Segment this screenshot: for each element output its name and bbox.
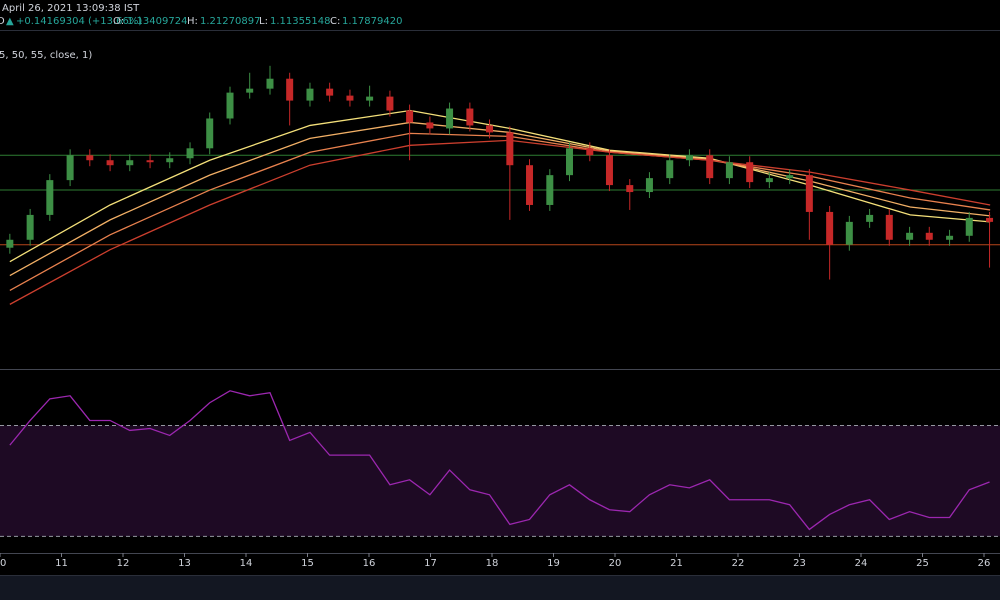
candle-body [666, 160, 674, 179]
candle-body [746, 162, 754, 183]
x-tick-label: 11 [55, 558, 68, 569]
candle-body [526, 165, 534, 205]
ohlc-value: 1.21270897 [200, 16, 260, 27]
candle-body [206, 118, 214, 149]
x-tick-label: 23 [793, 558, 806, 569]
x-tick-label: 12 [117, 558, 130, 569]
candle-body [605, 155, 613, 186]
candle-body [765, 178, 773, 183]
candle-body [186, 148, 194, 159]
candle-body [986, 217, 994, 222]
candle-body [786, 175, 794, 179]
ohlc-label: O: [113, 16, 124, 27]
candle-body [866, 214, 874, 222]
candle-body [546, 175, 554, 205]
bottom-bar [0, 575, 1000, 600]
candle-body [86, 155, 94, 161]
candle-body [246, 88, 254, 93]
x-tick-label: 20 [609, 558, 622, 569]
ohlc-value: 1.13409724 [127, 16, 187, 27]
candle-body [725, 162, 733, 179]
candle-body [366, 96, 374, 101]
header-time: April 26, 2021 13:09:38 IST [2, 3, 140, 14]
candle-body [565, 148, 573, 176]
candle-body [446, 108, 454, 129]
candle-body [706, 155, 714, 179]
ohlc-label: L: [259, 16, 268, 27]
ma-line [9, 121, 991, 277]
rsi-line [9, 390, 990, 531]
x-tick-label: 18 [486, 558, 499, 569]
x-tick-label: 10 [0, 558, 6, 569]
candle-body [146, 160, 154, 163]
candle-body [306, 88, 314, 101]
x-tick-label: 16 [363, 558, 376, 569]
ohlc-label: H: [187, 16, 198, 27]
x-tick-label: 19 [547, 558, 560, 569]
candle-body [286, 78, 294, 101]
ma-line [9, 132, 991, 292]
candle-body [46, 180, 54, 215]
candle-body [826, 211, 834, 245]
x-tick-label: 14 [240, 558, 253, 569]
header-interval: D [0, 16, 5, 27]
candle-body [586, 148, 594, 156]
x-tick-label: 22 [732, 558, 745, 569]
candle-body [426, 122, 434, 129]
candle-body [406, 110, 414, 123]
candle-body [925, 232, 933, 240]
candle-body [645, 178, 653, 193]
candle-body [226, 92, 234, 119]
change-arrow: ▲ [6, 16, 14, 27]
header-change: +0.14169304 (+13.66%) [16, 16, 142, 27]
ohlc-value: 1.17879420 [342, 16, 402, 27]
x-tick-label: 24 [855, 558, 868, 569]
candle-body [166, 158, 174, 163]
candle-body [326, 88, 334, 96]
x-tick-label: 13 [178, 558, 191, 569]
candle-body [266, 78, 274, 89]
candle-body [685, 155, 693, 161]
candle-body [466, 108, 474, 126]
x-tick-label: 26 [978, 558, 991, 569]
candle-body [6, 239, 14, 248]
candle-body [885, 214, 893, 240]
candle-body [26, 214, 34, 240]
rsi-band [0, 425, 1000, 537]
x-tick-label: 21 [670, 558, 683, 569]
x-tick-label: 17 [424, 558, 437, 569]
header-bar [0, 0, 1000, 30]
candle-body [845, 221, 853, 245]
x-tick-label: 15 [301, 558, 314, 569]
candle-body [906, 232, 914, 240]
candle-body [486, 125, 494, 133]
candle-body [346, 95, 354, 101]
candle-body [805, 175, 813, 212]
candle-body [106, 160, 114, 166]
candle-body [626, 185, 634, 193]
ohlc-value: 1.11355148 [270, 16, 330, 27]
ohlc-label: C: [330, 16, 340, 27]
candle-body [965, 217, 973, 236]
x-tick-label: 25 [916, 558, 929, 569]
indicator-label: 5, 50, 55, close, 1) [0, 50, 92, 61]
ma-line [9, 139, 991, 305]
candle-body [386, 96, 394, 111]
candle-body [126, 160, 134, 166]
candle-body [66, 155, 74, 181]
ma-line [9, 109, 991, 263]
candle-body [946, 235, 954, 240]
candle-body [506, 132, 514, 166]
